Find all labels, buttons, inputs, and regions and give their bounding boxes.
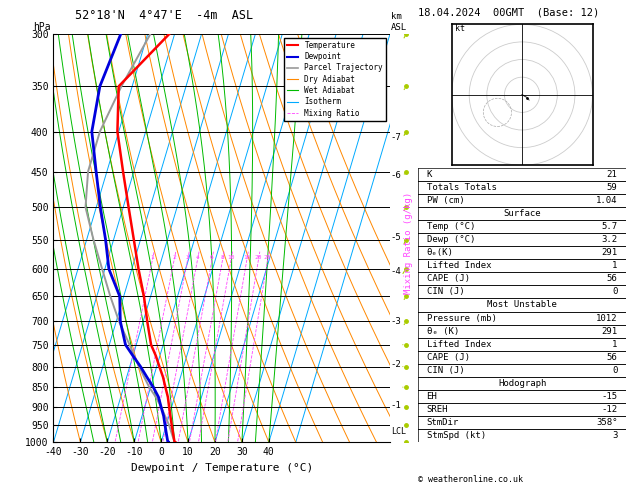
- X-axis label: Dewpoint / Temperature (°C): Dewpoint / Temperature (°C): [131, 463, 313, 473]
- Text: CAPE (J): CAPE (J): [426, 274, 470, 283]
- Text: 1: 1: [150, 256, 154, 260]
- Text: 3.2: 3.2: [601, 235, 618, 244]
- Text: 1: 1: [612, 261, 618, 270]
- Text: 21: 21: [607, 170, 618, 179]
- Text: 10: 10: [227, 256, 235, 260]
- Text: 1.04: 1.04: [596, 196, 618, 205]
- Text: -5: -5: [391, 233, 401, 242]
- Text: 20: 20: [255, 256, 262, 260]
- Text: hPa: hPa: [33, 21, 50, 32]
- Text: 6: 6: [210, 256, 214, 260]
- Text: 18.04.2024  00GMT  (Base: 12): 18.04.2024 00GMT (Base: 12): [418, 8, 599, 18]
- Legend: Temperature, Dewpoint, Parcel Trajectory, Dry Adiabat, Wet Adiabat, Isotherm, Mi: Temperature, Dewpoint, Parcel Trajectory…: [284, 38, 386, 121]
- Text: CIN (J): CIN (J): [426, 287, 464, 296]
- Text: StmSpd (kt): StmSpd (kt): [426, 431, 486, 440]
- Text: km
ASL: km ASL: [391, 12, 408, 32]
- Text: 8: 8: [221, 256, 225, 260]
- Text: Pressure (mb): Pressure (mb): [426, 313, 496, 323]
- Text: Surface: Surface: [503, 209, 541, 218]
- Text: Temp (°C): Temp (°C): [426, 222, 475, 231]
- Text: StmDir: StmDir: [426, 418, 459, 427]
- Text: 291: 291: [601, 327, 618, 336]
- Text: 3: 3: [612, 431, 618, 440]
- Text: CIN (J): CIN (J): [426, 366, 464, 375]
- Text: 56: 56: [607, 274, 618, 283]
- Text: SREH: SREH: [426, 405, 448, 414]
- Text: Most Unstable: Most Unstable: [487, 300, 557, 310]
- Text: Dewp (°C): Dewp (°C): [426, 235, 475, 244]
- Text: K: K: [426, 170, 432, 179]
- Text: 25: 25: [264, 256, 271, 260]
- Text: 0: 0: [612, 366, 618, 375]
- Text: EH: EH: [426, 392, 437, 401]
- Text: CAPE (J): CAPE (J): [426, 353, 470, 362]
- Text: 52°18'N  4°47'E  -4m  ASL: 52°18'N 4°47'E -4m ASL: [75, 9, 253, 22]
- Text: Hodograph: Hodograph: [498, 379, 546, 388]
- Text: -4: -4: [391, 267, 401, 277]
- Text: Lifted Index: Lifted Index: [426, 261, 491, 270]
- Text: 3: 3: [186, 256, 189, 260]
- Text: Lifted Index: Lifted Index: [426, 340, 491, 348]
- Text: 2: 2: [172, 256, 176, 260]
- Text: 1: 1: [612, 340, 618, 348]
- Text: Mixing Ratio (g/kg): Mixing Ratio (g/kg): [404, 192, 413, 294]
- Text: 4: 4: [196, 256, 199, 260]
- Text: θₑ(K): θₑ(K): [426, 248, 454, 257]
- Text: 15: 15: [243, 256, 250, 260]
- Text: -6: -6: [391, 171, 401, 180]
- Text: 291: 291: [601, 248, 618, 257]
- Text: -12: -12: [601, 405, 618, 414]
- Text: θₑ (K): θₑ (K): [426, 327, 459, 336]
- Text: Totals Totals: Totals Totals: [426, 183, 496, 192]
- Text: kt: kt: [455, 24, 465, 34]
- Text: 5.7: 5.7: [601, 222, 618, 231]
- Text: 59: 59: [607, 183, 618, 192]
- Text: 0: 0: [612, 287, 618, 296]
- Text: -7: -7: [391, 133, 401, 142]
- Text: -3: -3: [391, 317, 401, 326]
- Text: 358°: 358°: [596, 418, 618, 427]
- Text: -15: -15: [601, 392, 618, 401]
- Text: 56: 56: [607, 353, 618, 362]
- Text: -2: -2: [391, 360, 401, 369]
- Text: LCL: LCL: [391, 427, 406, 436]
- Text: © weatheronline.co.uk: © weatheronline.co.uk: [418, 474, 523, 484]
- Text: PW (cm): PW (cm): [426, 196, 464, 205]
- Text: -1: -1: [391, 401, 401, 410]
- Text: 1012: 1012: [596, 313, 618, 323]
